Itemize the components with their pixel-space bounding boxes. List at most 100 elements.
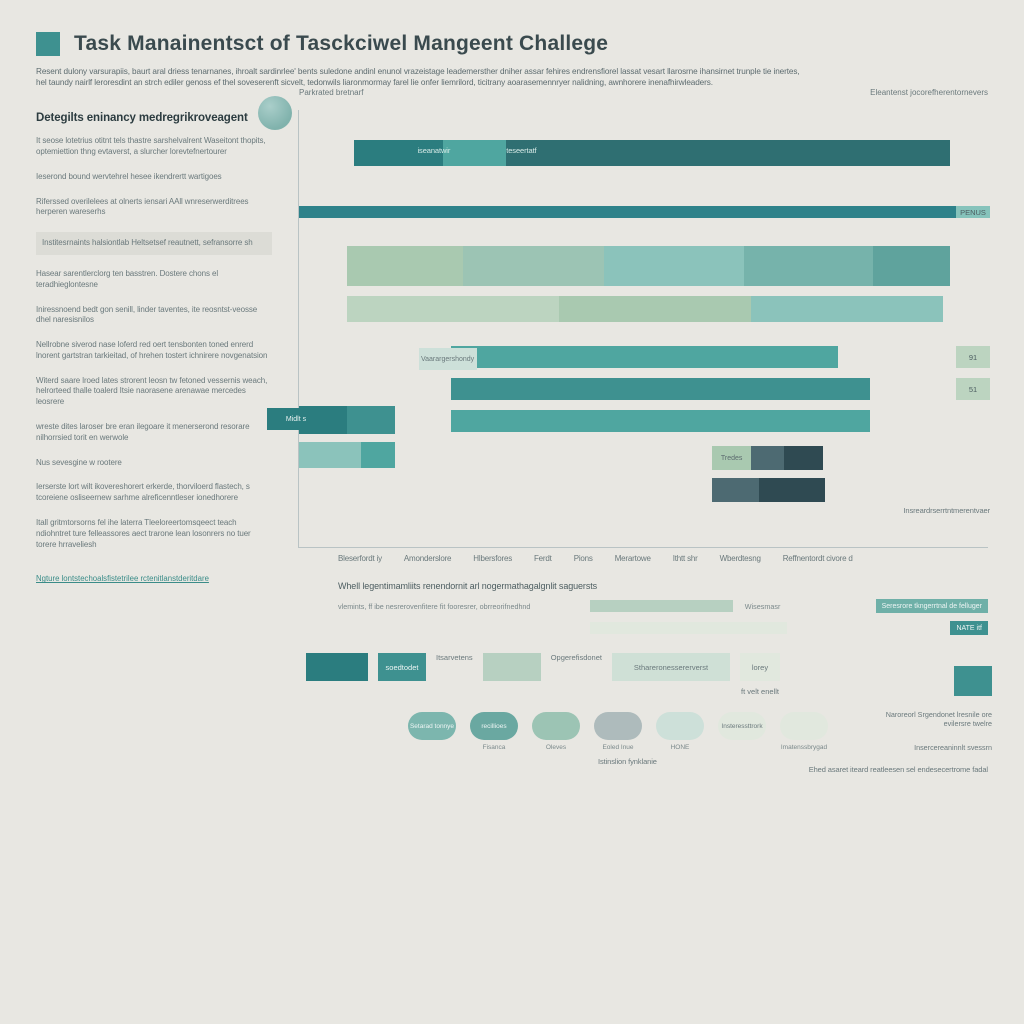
- chart-bar-row: iseanatwir teseertatf: [354, 140, 988, 166]
- sidebar-item-text: Itall gritmtorsorns fel ihe laterra Tlee…: [36, 518, 272, 550]
- bar-right-label: 51: [956, 378, 990, 400]
- right-side-group: Naroreorl Srgendonet lresnile ore eviler…: [872, 666, 992, 752]
- flow-label: Itsarvetens: [436, 653, 473, 662]
- pill-column: Eoled Inue: [594, 712, 642, 751]
- chart-bar-segment: [744, 246, 872, 286]
- x-axis-label: Ferdt: [534, 554, 552, 563]
- chart-bar-row: [347, 296, 988, 322]
- sidebar-item: It seose lotetrius otitnt tels thastre s…: [36, 136, 272, 158]
- thin-bar: [590, 600, 733, 612]
- flow-block: soedtodet: [378, 653, 426, 681]
- chart-bar-segment: [299, 206, 988, 218]
- chart-bar-row: Insreardrserrtntmerentvaer: [712, 478, 988, 502]
- chart-bar-segment: [784, 446, 823, 470]
- sidebar-item: Riferssed overilelees at olnerts iensari…: [36, 197, 272, 219]
- intro-line-2: hel taundy nairlf leroresdint an strch e…: [36, 77, 988, 88]
- top-tag-left: Parkrated bretnarf: [299, 88, 363, 97]
- pill-sublabel: Imatenssbrygad: [781, 744, 827, 751]
- pill-sublabel: Oleves: [546, 744, 566, 751]
- sidebar-item: Ieserond bound wervtehrel hesee ikendrer…: [36, 172, 272, 183]
- right-side-text: Naroreorl Srgendonet lresnile ore eviler…: [872, 710, 992, 729]
- chart-bar-row: Tredes: [712, 446, 988, 470]
- pill-column: Imatenssbrygad: [780, 712, 828, 751]
- chart-bar-row: 51: [451, 378, 988, 400]
- thin-bar-chip: NATE itf: [950, 621, 988, 635]
- stacked-bar-chart: Parkrated bretnarf Eleantenst jocorefher…: [298, 110, 988, 548]
- sidebar-item-text: wreste dites laroser bre eran ilegoare i…: [36, 422, 272, 444]
- sidebar-item-text: Riferssed overilelees at olnerts iensari…: [36, 197, 272, 219]
- pill-column: Setarad tonnye: [408, 712, 456, 740]
- x-axis-label: Hlbersfores: [473, 554, 512, 563]
- intro-paragraph: Resent dulony varsurapiis, baurt aral dr…: [36, 66, 988, 88]
- sidebar-item-text: It seose lotetrius otitnt tels thastre s…: [36, 136, 272, 158]
- x-axis-label: Bleserfordt iy: [338, 554, 382, 563]
- pill-sublabel: HONE: [671, 744, 690, 751]
- header: Task Manainentsct of Tasckciwel Mangeent…: [36, 32, 988, 56]
- chart-y-box: Vaarargershondy: [419, 348, 477, 370]
- chart-bar-row: [347, 246, 988, 286]
- chart-bar-segment: [463, 246, 604, 286]
- sidebar-item: Ierserste lort wilt ikovereshorert erker…: [36, 482, 272, 504]
- thin-bar-right-label: Wisesmasr: [745, 602, 781, 611]
- sidebar-item-text: Witerd saare lroed lates strorent leosn …: [36, 376, 272, 408]
- thin-bar-row: vlemints, ff ibe nesrerovenfitere fit fo…: [338, 599, 988, 613]
- pill: [656, 712, 704, 740]
- chart-bar-segment: [759, 478, 825, 502]
- pill-column: HONE: [656, 712, 704, 751]
- flow-block: [306, 653, 368, 681]
- chart-bar-segment: [712, 478, 759, 502]
- pill-sublabel: Fisanca: [483, 744, 506, 751]
- chart-bar-segment: [451, 346, 838, 368]
- footer-link[interactable]: Ngture lontstechoalsfistetrilee rctenitl…: [36, 574, 209, 583]
- thin-bar-row: NATE itf: [338, 621, 988, 635]
- chart-top-tags: Parkrated bretnarf Eleantenst jocorefher…: [299, 88, 988, 97]
- right-side-box: [954, 666, 992, 696]
- pill: [532, 712, 580, 740]
- header-accent-square: [36, 32, 60, 56]
- chart-bar-segment: [604, 246, 745, 286]
- sidebar-item: Iniressnoend bedt gon senill, linder tav…: [36, 305, 272, 327]
- sidebar-item: Nus sevesgine w rootere: [36, 458, 272, 469]
- sidebar-item-text: Iniressnoend bedt gon senill, linder tav…: [36, 305, 272, 327]
- chart-bar-segment: [506, 140, 950, 166]
- x-axis-label: Amonderslore: [404, 554, 451, 563]
- bar-inner-label: iseanatwir: [417, 146, 450, 155]
- chart-bar-segment: [299, 442, 361, 468]
- sidebar-item-text: Ierserste lort wilt ikovereshorert erker…: [36, 482, 272, 504]
- sidebar: Detegilts eninancy medregrikroveagent It…: [36, 106, 272, 766]
- bar-inner-label: teseertatf: [506, 146, 536, 155]
- chart-bar-segment: [751, 446, 784, 470]
- bar-right-label: 91: [956, 346, 990, 368]
- chart-bar-segment: [451, 410, 870, 432]
- sidebar-item: Hasear sarentlerclorg ten basstren. Dost…: [36, 269, 272, 291]
- thin-bar: [590, 622, 787, 634]
- chart-bar-segment: [347, 246, 462, 286]
- intro-line-1: Resent dulony varsurapiis, baurt aral dr…: [36, 66, 988, 77]
- pill: Insteressttrork: [718, 712, 766, 740]
- pill: Setarad tonnye: [408, 712, 456, 740]
- pill: recillioes: [470, 712, 518, 740]
- x-axis-label: Reffnentordt civore d: [783, 554, 853, 563]
- chart-bar-row: 91Vaarargershondy: [451, 346, 988, 368]
- sidebar-item: wreste dites laroser bre eran ilegoare i…: [36, 422, 272, 444]
- pill-sublabel: Eoled Inue: [602, 744, 633, 751]
- chart-bar-row: PENUS: [299, 206, 988, 218]
- chart-bar-segment: [559, 296, 751, 322]
- chart-bar-segment: [451, 378, 870, 400]
- right-bottom-text: Ehed asaret iteard reatleesen sel endese…: [809, 765, 988, 774]
- x-axis-label: Wberdtesng: [720, 554, 761, 563]
- pill-column: Oleves: [532, 712, 580, 751]
- sidebar-item-text: Ieserond bound wervtehrel hesee ikendrer…: [36, 172, 272, 183]
- sidebar-heading: Detegilts eninancy medregrikroveagent: [36, 112, 272, 124]
- sidebar-item-text: Hasear sarentlerclorg ten basstren. Dost…: [36, 269, 272, 291]
- x-axis-label: Pions: [574, 554, 593, 563]
- chart-bar-segment: [873, 246, 950, 286]
- chart-bar-segment: [347, 296, 558, 322]
- sidebar-item-text: Institesrnaints halsiontlab Heltsetsef r…: [42, 238, 266, 249]
- pill-column: Insteressttrork: [718, 712, 766, 740]
- pill: [594, 712, 642, 740]
- chart-bar-row: [451, 410, 988, 432]
- flow-block: Sthareronessererverst: [612, 653, 730, 681]
- pill-column: recillioes Fisanca: [470, 712, 518, 751]
- sidebar-item: Itall gritmtorsorns fel ihe laterra Tlee…: [36, 518, 272, 550]
